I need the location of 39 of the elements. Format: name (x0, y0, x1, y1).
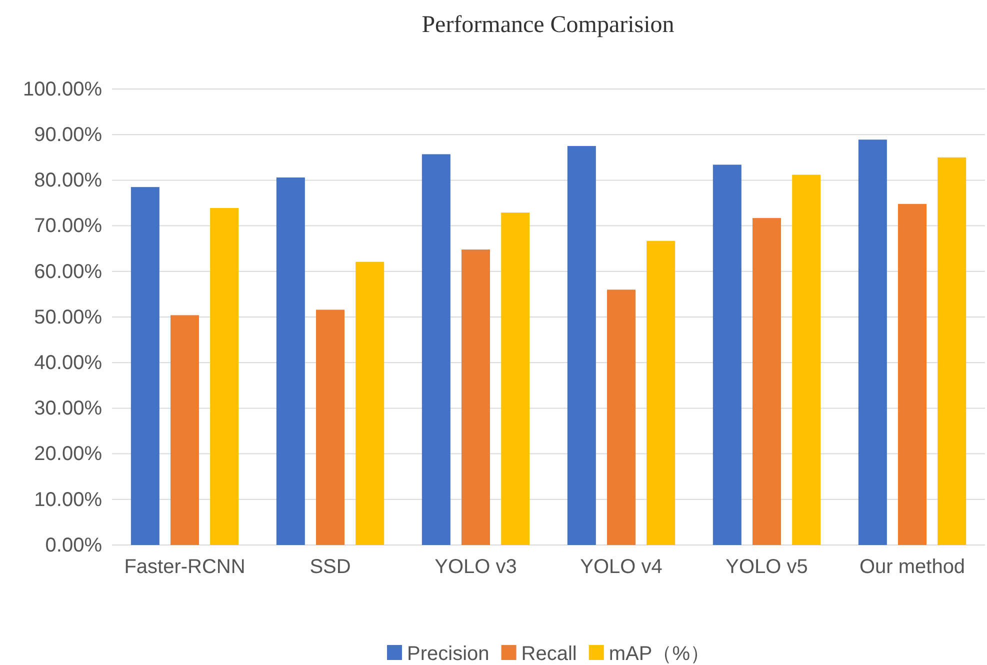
bar (210, 208, 239, 545)
bar (792, 174, 821, 545)
bar (501, 212, 530, 545)
chart-title: Performance Comparision (422, 12, 674, 38)
y-tick-label: 70.00% (34, 215, 102, 238)
x-tick-label: YOLO v4 (580, 556, 662, 578)
legend-label: Precision (407, 643, 490, 665)
legend-label: mAP（%） (608, 643, 710, 665)
bar (898, 204, 926, 545)
bar (130, 187, 160, 545)
x-tick-label: SSD (310, 556, 351, 578)
legend-label: Recall (521, 643, 577, 665)
bar (462, 250, 490, 545)
y-tick-label: 0.00% (45, 534, 102, 556)
bar (858, 140, 887, 545)
bar (646, 240, 676, 545)
x-tick-label: YOLO v3 (434, 556, 517, 578)
bar (712, 164, 742, 545)
bar (356, 262, 384, 545)
x-tick-label: YOLO v5 (726, 556, 808, 578)
y-tick-label: 90.00% (34, 124, 102, 146)
y-tick-label: 60.00% (34, 260, 102, 283)
bar (316, 310, 344, 545)
y-tick-label: 40.00% (34, 352, 102, 374)
bar (422, 154, 450, 545)
bar (170, 315, 199, 545)
y-tick-label: 30.00% (34, 398, 102, 420)
y-tick-label: 80.00% (34, 170, 102, 192)
bar (752, 218, 781, 545)
y-tick-label: 20.00% (34, 443, 102, 466)
y-tick-label: 10.00% (34, 488, 102, 511)
bar (938, 157, 966, 545)
x-tick-label: Our method (859, 556, 966, 578)
bar (567, 146, 596, 545)
bar (607, 290, 636, 545)
y-tick-label: 100.00% (23, 78, 102, 100)
x-tick-label: Faster-RCNN (124, 556, 246, 578)
bar (276, 177, 305, 545)
y-tick-label: 50.00% (34, 306, 102, 328)
